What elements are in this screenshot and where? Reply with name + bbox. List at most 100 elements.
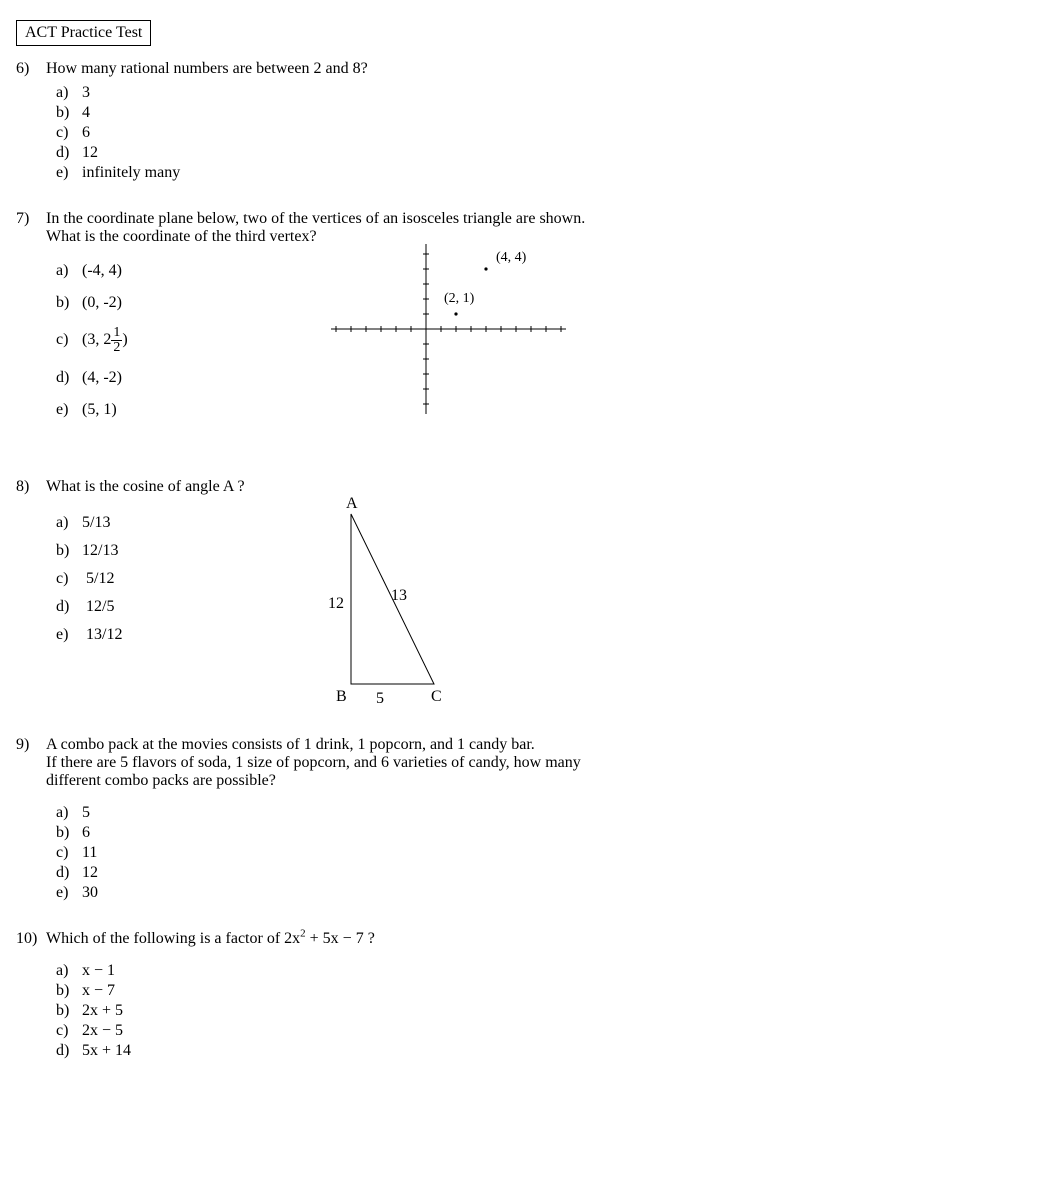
question-line-1: In the coordinate plane below, two of th… bbox=[46, 210, 585, 227]
choice-value: 13/12 bbox=[86, 626, 122, 643]
question-number: 10) bbox=[16, 930, 46, 948]
choice-value: x − 7 bbox=[82, 982, 115, 999]
question-10: 10) Which of the following is a factor o… bbox=[16, 930, 1044, 1060]
choice-value: x − 1 bbox=[82, 962, 115, 979]
question-text: What is the cosine of angle A ? bbox=[46, 478, 1044, 496]
svg-text:12: 12 bbox=[328, 595, 344, 612]
triangle-figure: ABC12135 bbox=[316, 496, 466, 716]
choice-value: 12/5 bbox=[86, 598, 114, 615]
choices: a)5 b)6 c)11 d)12 e)30 bbox=[56, 804, 1044, 902]
choice-label: b) bbox=[56, 104, 82, 122]
choice-a: a)5/13 bbox=[56, 514, 1044, 532]
choice-value: 5 bbox=[82, 804, 90, 821]
choice-value: (5, 1) bbox=[82, 401, 117, 418]
choice-e: e) 13/12 bbox=[56, 626, 1044, 644]
question-line-2: What is the coordinate of the third vert… bbox=[46, 228, 317, 245]
choice-b1: b)x − 7 bbox=[56, 982, 1044, 1000]
choice-value: infinitely many bbox=[82, 164, 180, 181]
choice-a: a)5 bbox=[56, 804, 1044, 822]
choice-label: e) bbox=[56, 164, 82, 182]
choice-d: d)5x + 14 bbox=[56, 1042, 1044, 1060]
choice-label: e) bbox=[56, 401, 82, 419]
choice-label: d) bbox=[56, 1042, 82, 1060]
choice-label: c) bbox=[56, 124, 82, 142]
choice-value-prefix: (3, 2 bbox=[82, 331, 111, 348]
choice-label: a) bbox=[56, 84, 82, 102]
choice-value: 12/13 bbox=[82, 542, 118, 559]
choice-b: b)4 bbox=[56, 104, 1044, 122]
choice-value: (-4, 4) bbox=[82, 262, 122, 279]
question-text: How many rational numbers are between 2 … bbox=[46, 60, 1044, 78]
choice-value: 12 bbox=[82, 864, 98, 881]
choice-label: d) bbox=[56, 598, 82, 616]
choice-e: e)30 bbox=[56, 884, 1044, 902]
choice-value: 4 bbox=[82, 104, 90, 121]
choice-c: c) 5/12 bbox=[56, 570, 1044, 588]
fraction-denominator: 2 bbox=[111, 341, 122, 355]
question-text: Which of the following is a factor of 2x… bbox=[46, 930, 1044, 948]
svg-text:(2, 1): (2, 1) bbox=[444, 291, 475, 306]
choice-label: c) bbox=[56, 570, 82, 588]
choice-label: b) bbox=[56, 1002, 82, 1020]
choice-label: e) bbox=[56, 626, 82, 644]
question-9: 9) A combo pack at the movies consists o… bbox=[16, 736, 1044, 902]
choice-label: a) bbox=[56, 962, 82, 980]
choice-value: 30 bbox=[82, 884, 98, 901]
choice-label: c) bbox=[56, 844, 82, 862]
choice-value: 2x − 5 bbox=[82, 1022, 123, 1039]
svg-text:A: A bbox=[346, 496, 358, 512]
choice-label: b) bbox=[56, 982, 82, 1000]
choice-b2: b)2x + 5 bbox=[56, 1002, 1044, 1020]
question-number: 7) bbox=[16, 210, 46, 228]
choice-label: d) bbox=[56, 369, 82, 387]
choice-c: c)2x − 5 bbox=[56, 1022, 1044, 1040]
fraction-numerator: 1 bbox=[111, 326, 122, 341]
choice-a: a)3 bbox=[56, 84, 1044, 102]
question-line-2: If there are 5 flavors of soda, 1 size o… bbox=[46, 754, 581, 771]
choice-e: e)infinitely many bbox=[56, 164, 1044, 182]
choice-d: d)12 bbox=[56, 144, 1044, 162]
choice-label: a) bbox=[56, 804, 82, 822]
choice-label: e) bbox=[56, 884, 82, 902]
choice-value: 5/12 bbox=[86, 570, 114, 587]
choice-value: (0, -2) bbox=[82, 294, 122, 311]
question-text-post: + 5x − 7 ? bbox=[306, 930, 375, 947]
choice-value: 5x + 14 bbox=[82, 1042, 131, 1059]
choice-label: a) bbox=[56, 514, 82, 532]
choice-value: 3 bbox=[82, 84, 90, 101]
title-box: ACT Practice Test bbox=[16, 20, 151, 46]
question-number: 8) bbox=[16, 478, 46, 496]
choice-label: c) bbox=[56, 331, 82, 349]
svg-text:5: 5 bbox=[376, 690, 384, 707]
coordinate-plane-figure: (4, 4) (2, 1) bbox=[316, 234, 576, 424]
question-6: 6) How many rational numbers are between… bbox=[16, 60, 1044, 182]
question-number: 6) bbox=[16, 60, 46, 78]
choice-label: b) bbox=[56, 294, 82, 312]
choice-label: d) bbox=[56, 144, 82, 162]
choice-label: a) bbox=[56, 262, 82, 280]
choice-value: 5/13 bbox=[82, 514, 110, 531]
choice-label: d) bbox=[56, 864, 82, 882]
choices: a)x − 1 b)x − 7 b)2x + 5 c)2x − 5 d)5x +… bbox=[56, 962, 1044, 1060]
choice-value-suffix: ) bbox=[122, 331, 127, 348]
choice-value: 6 bbox=[82, 824, 90, 841]
svg-text:B: B bbox=[336, 688, 347, 705]
choice-b: b)12/13 bbox=[56, 542, 1044, 560]
choice-label: b) bbox=[56, 824, 82, 842]
fraction: 12 bbox=[111, 326, 122, 355]
choice-b: b)6 bbox=[56, 824, 1044, 842]
choice-c: c)6 bbox=[56, 124, 1044, 142]
svg-text:(4, 4): (4, 4) bbox=[496, 250, 527, 265]
choice-label: c) bbox=[56, 1022, 82, 1040]
choice-value: 11 bbox=[82, 844, 97, 861]
choice-value: 2x + 5 bbox=[82, 1002, 123, 1019]
choice-value: 12 bbox=[82, 144, 98, 161]
choices: a)5/13 b)12/13 c) 5/12 d) 12/5 e) 13/12 bbox=[56, 514, 1044, 644]
question-number: 9) bbox=[16, 736, 46, 754]
question-line-1: A combo pack at the movies consists of 1… bbox=[46, 736, 535, 753]
svg-text:C: C bbox=[431, 688, 442, 705]
choice-label: b) bbox=[56, 542, 82, 560]
choice-d: d)12 bbox=[56, 864, 1044, 882]
choice-value: 6 bbox=[82, 124, 90, 141]
choice-a: a)x − 1 bbox=[56, 962, 1044, 980]
